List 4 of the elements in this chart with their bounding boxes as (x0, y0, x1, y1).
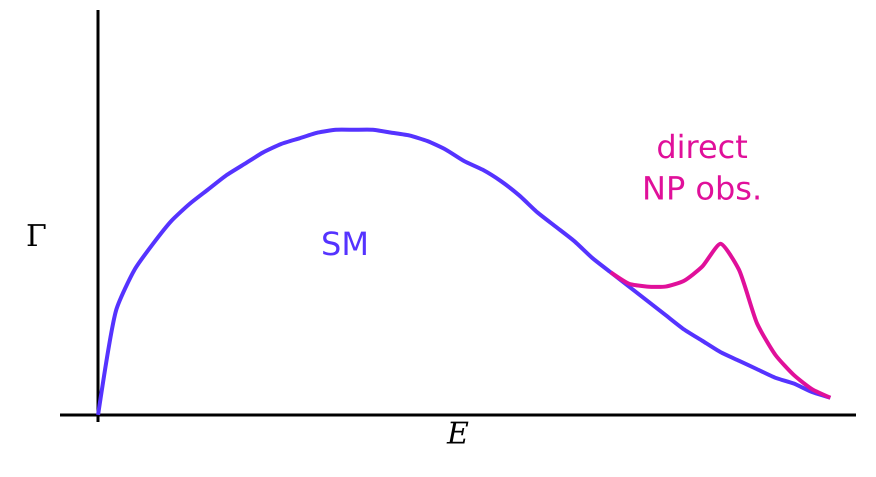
x-axis-title: E (446, 416, 470, 452)
text: SM (321, 225, 369, 263)
series-label: direct NP obs. (642, 128, 762, 208)
y-axis-title: Γ (26, 219, 47, 254)
